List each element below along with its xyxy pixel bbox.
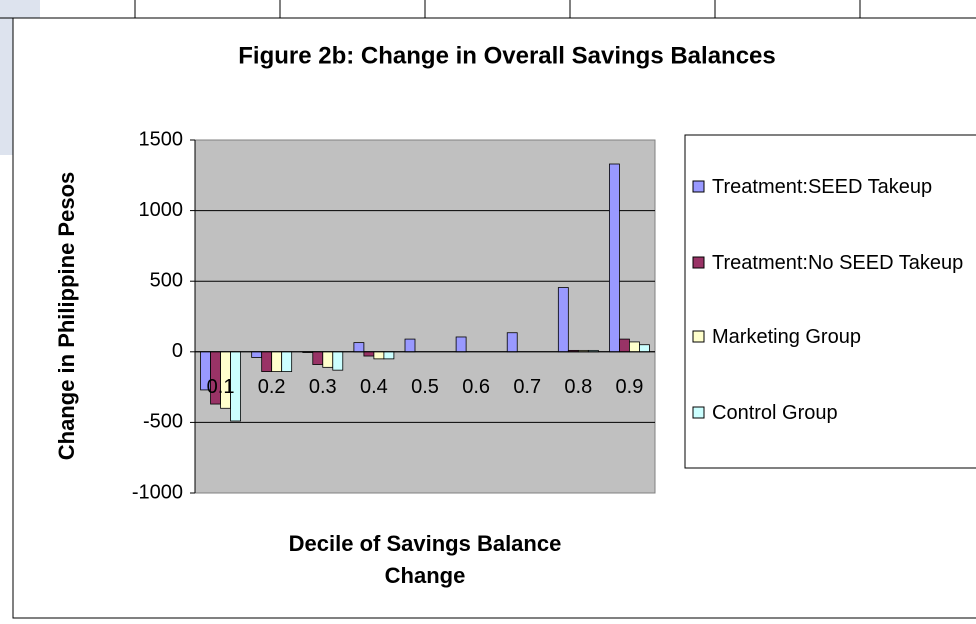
legend-label: Control Group bbox=[712, 402, 838, 424]
bar bbox=[404, 338, 416, 353]
x-tick-label: 0.9 bbox=[616, 376, 644, 398]
x-tick-label: 0.8 bbox=[564, 376, 592, 398]
bar bbox=[506, 332, 518, 353]
legend-swatch bbox=[692, 180, 705, 193]
legend-label: Treatment:No SEED Takeup bbox=[712, 252, 964, 274]
bar bbox=[629, 341, 640, 353]
y-axis-label: Change in Philippine Pesos bbox=[54, 172, 79, 461]
sheet-grid bbox=[0, 0, 976, 19]
bar bbox=[639, 344, 650, 353]
bar bbox=[557, 287, 569, 353]
y-tick-label: 500 bbox=[150, 269, 183, 291]
bar bbox=[312, 351, 324, 365]
x-tick-label: 0.4 bbox=[360, 376, 388, 398]
x-tick-label: 0.1 bbox=[207, 376, 235, 398]
legend bbox=[684, 134, 976, 469]
legend-swatch bbox=[692, 330, 705, 343]
bar bbox=[251, 351, 263, 358]
plot-area bbox=[194, 139, 656, 494]
bar bbox=[261, 351, 273, 372]
x-tick-label: 0.5 bbox=[411, 376, 439, 398]
bar bbox=[353, 342, 365, 353]
chart-title: Figure 2b: Change in Overall Savings Bal… bbox=[238, 42, 776, 69]
x-tick-label: 0.7 bbox=[513, 376, 541, 398]
legend-swatch bbox=[692, 256, 705, 269]
y-tick-label: -500 bbox=[143, 411, 183, 433]
bar bbox=[271, 351, 283, 372]
y-tick-label: 1000 bbox=[139, 199, 184, 221]
bar bbox=[332, 351, 344, 371]
legend-label: Treatment:SEED Takeup bbox=[712, 176, 933, 198]
bar bbox=[373, 351, 385, 360]
x-tick-label: 0.6 bbox=[462, 376, 490, 398]
bar bbox=[619, 338, 630, 353]
bar bbox=[609, 163, 620, 353]
y-tick-label: -1000 bbox=[132, 481, 183, 503]
bar bbox=[322, 351, 334, 368]
bar bbox=[281, 351, 293, 372]
x-tick-label: 0.3 bbox=[309, 376, 337, 398]
y-tick-label: 1500 bbox=[139, 128, 184, 150]
bar bbox=[455, 336, 467, 353]
x-axis-label: Decile of Savings Balance Change bbox=[288, 531, 562, 588]
x-tick-label: 0.2 bbox=[258, 376, 286, 398]
legend-label: Marketing Group bbox=[712, 326, 861, 348]
legend-swatch bbox=[692, 406, 705, 419]
y-tick-label: 0 bbox=[172, 340, 183, 362]
bar bbox=[383, 351, 395, 360]
bar bbox=[363, 351, 375, 357]
